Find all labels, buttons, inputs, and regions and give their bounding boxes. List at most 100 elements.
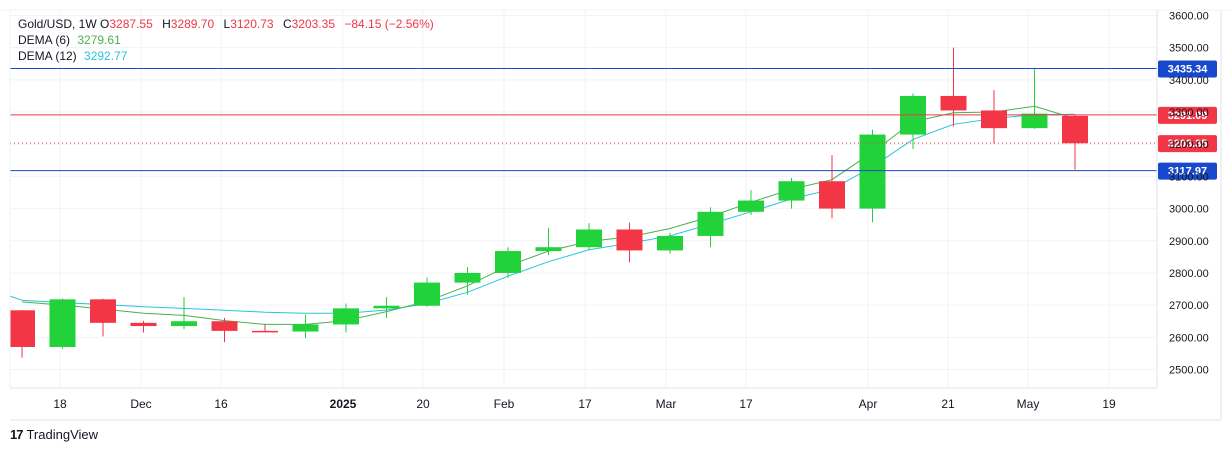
candle [657, 232, 683, 254]
dema6-line [21, 105, 1076, 325]
price-label-text: 3203.35 [1168, 138, 1208, 150]
y-tick-label: 2600.00 [1169, 332, 1209, 344]
candle [373, 297, 400, 319]
price-label-text: 3117.97 [1168, 166, 1207, 178]
candles [10, 47, 1088, 358]
tradingview-brand[interactable]: 17 TradingView [10, 427, 98, 442]
y-tick-label: 3100.00 [1169, 171, 1209, 183]
ohlc-open: O3287.55 [100, 17, 153, 31]
candle [454, 267, 481, 295]
candle-body [495, 251, 521, 273]
candle [940, 47, 967, 127]
x-tick-label: May [1017, 397, 1040, 411]
x-tick-label: 2025 [330, 397, 357, 411]
candle [1021, 68, 1048, 129]
legend: Gold/USD, 1W O3287.55 H3289.70 L3120.73 … [18, 17, 434, 65]
price-label-box [1158, 60, 1217, 78]
candle [1062, 115, 1088, 170]
candle [900, 93, 926, 150]
tradingview-logo-icon: 17 [10, 427, 24, 442]
ohlc-high: H3289.70 [162, 17, 215, 31]
x-tick-label: 21 [941, 397, 955, 411]
candle [981, 90, 1007, 144]
axes: 3600.00 3500.00 3400.00 3300.00 3200.00 3100.… [0, 9, 1231, 421]
candle-body [414, 282, 440, 306]
candle-body [738, 200, 764, 212]
candle-body [333, 308, 359, 325]
candle-body [171, 321, 197, 327]
candle-body [211, 321, 238, 331]
candle-body [10, 310, 35, 347]
dema12-value: 3292.77 [84, 49, 128, 63]
x-tick-label: Apr [859, 397, 878, 411]
price-label-box [1158, 106, 1217, 124]
x-tick-label: Mar [656, 397, 677, 411]
ohlc-change: −84.15 (−2.56%) [344, 17, 434, 31]
candle [252, 324, 278, 333]
candle-body [130, 322, 157, 327]
candle-body [292, 324, 319, 332]
y-tick-label: 3400.00 [1169, 75, 1209, 87]
candle-body [1062, 115, 1088, 144]
legend-dema12-row: DEMA (12) 3292.77 [18, 49, 434, 65]
candle-body [49, 299, 76, 347]
candle [859, 129, 886, 223]
y-tick-label: 2800.00 [1169, 268, 1209, 280]
y-tick-label: 3000.00 [1169, 204, 1209, 216]
candle-body [778, 181, 805, 201]
moving-average-lines [9, 105, 1076, 325]
candle-body [859, 134, 886, 209]
x-tick-label: 18 [53, 397, 67, 411]
x-tick-label: Dec [130, 397, 151, 411]
candle [90, 298, 116, 337]
candle-body [981, 110, 1007, 129]
y-tick-label: 3500.00 [1169, 43, 1209, 55]
candle-body [1021, 113, 1048, 129]
y-tick-label: 2700.00 [1169, 300, 1209, 312]
ohlc-close: C3203.35 [282, 17, 335, 31]
x-tick-label: 16 [214, 397, 228, 411]
price-label-box [1158, 135, 1217, 153]
candle [414, 277, 440, 307]
price-label-box [1158, 162, 1217, 180]
x-tick-label: Feb [494, 397, 515, 411]
candle-body [940, 95, 967, 111]
dema6-label: DEMA (6) [18, 33, 71, 47]
y-tick-label: 3600.00 [1169, 11, 1209, 23]
y-tick-label: 2900.00 [1169, 236, 1209, 248]
candle-body [373, 305, 400, 309]
candle [495, 247, 521, 278]
x-tick-label: 20 [416, 397, 430, 411]
x-tick-label: 17 [739, 397, 753, 411]
candle [576, 223, 602, 251]
x-tick-label: 17 [578, 397, 592, 411]
legend-ohlc-row: Gold/USD, 1W O3287.55 H3289.70 L3120.73 … [18, 17, 434, 33]
brand-name: TradingView [26, 427, 99, 442]
y-tick-label: 2500.00 [1169, 365, 1209, 377]
dema6-value: 3279.61 [77, 33, 121, 47]
candle [738, 190, 764, 216]
candle [49, 298, 76, 349]
candle [778, 178, 805, 209]
grid [10, 10, 1157, 388]
price-label-text: 3435.34 [1168, 63, 1209, 75]
dema12-line [21, 113, 1076, 314]
price-label-text: 3291.09 [1168, 110, 1208, 122]
candle [535, 227, 562, 256]
candle-body [616, 229, 643, 251]
legend-dema6-row: DEMA (6) 3279.61 [18, 33, 434, 49]
ohlc-low: L3120.73 [223, 17, 274, 31]
candle-body [576, 229, 602, 248]
candle [130, 320, 157, 333]
candle [616, 222, 643, 263]
candle [819, 155, 845, 219]
candle [171, 297, 197, 330]
y-tick-label: 3300.00 [1169, 107, 1209, 119]
candle-body [657, 235, 683, 251]
candle-body [252, 330, 278, 333]
candle-body [819, 181, 845, 209]
y-tick-label: 3200.00 [1169, 139, 1209, 151]
candle [10, 309, 35, 358]
x-tick-label: 19 [1102, 397, 1116, 411]
